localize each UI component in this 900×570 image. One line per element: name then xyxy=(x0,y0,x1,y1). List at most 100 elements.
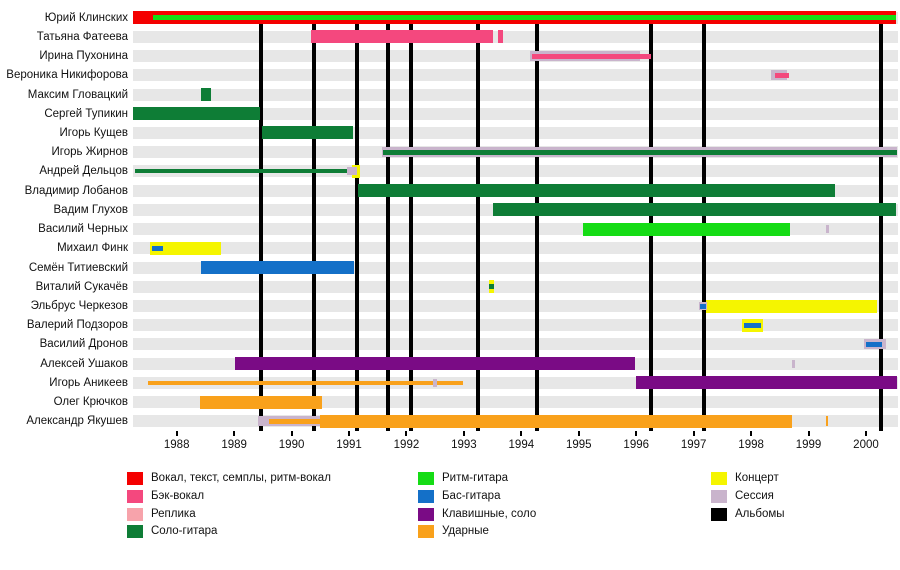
legend-label-vocal: Вокал, текст, семплы, ритм-вокал xyxy=(151,472,331,484)
row-stripe xyxy=(133,126,898,139)
axis-year-label: 1992 xyxy=(393,439,420,451)
row-stripe xyxy=(133,107,898,120)
member-row-label: Василий Дронов xyxy=(39,338,128,351)
axis-year-label: 1989 xyxy=(221,439,247,451)
legend-label-albums: Альбомы xyxy=(735,507,785,520)
axis-tick xyxy=(233,431,236,436)
timeline-segment-bass xyxy=(699,303,706,309)
album-line xyxy=(311,11,316,431)
row-stripe xyxy=(133,338,898,351)
member-row-label: Ирина Пухонина xyxy=(39,50,128,63)
legend-swatch-session xyxy=(711,489,727,503)
album-line xyxy=(476,11,481,431)
timeline-segment-rhythm_guitar xyxy=(153,15,896,21)
legend-swatch-rhythm_guitar xyxy=(418,472,434,485)
legend-label-backing: Бэк-вокал xyxy=(151,489,205,502)
timeline-segment-drums xyxy=(319,414,792,428)
member-row-label: Михаил Финк xyxy=(57,242,128,255)
timeline-segment-solo_guitar xyxy=(134,169,350,174)
timeline-segment-concert xyxy=(705,299,878,313)
member-row-label: Александр Якушев xyxy=(26,415,128,428)
legend-label-session: Сессия xyxy=(735,489,774,502)
axis-year-label: 1998 xyxy=(738,439,764,451)
member-row-label: Семён Титиевский xyxy=(28,261,128,274)
legend-label-rhythm_guitar: Ритм-гитара xyxy=(442,472,509,484)
legend-swatch-keys xyxy=(418,507,434,521)
album-line xyxy=(649,11,654,431)
member-row-label: Алексей Ушаков xyxy=(40,357,128,370)
row-stripe xyxy=(133,30,898,43)
axis-year-label: 2000 xyxy=(853,439,879,451)
axis-tick xyxy=(807,431,810,436)
timeline-segment-bass xyxy=(865,341,883,347)
legend-swatch-replica xyxy=(127,507,143,521)
album-line xyxy=(701,11,706,431)
axis-tick xyxy=(750,431,753,436)
legend-swatch-bass xyxy=(418,489,434,503)
legend-swatch-drums xyxy=(418,525,434,539)
album-line xyxy=(409,11,414,431)
member-row-label: Сергей Тупикин xyxy=(44,107,128,120)
axis-tick xyxy=(520,431,523,436)
axis-tick xyxy=(635,431,638,436)
timeline-segment-session xyxy=(791,359,796,368)
axis-year-label: 1995 xyxy=(565,439,592,451)
timeline-segment-drums xyxy=(825,416,829,427)
axis-tick xyxy=(577,431,580,436)
member-row-label: Вероника Никифорова xyxy=(6,69,128,82)
member-row-label: Андрей Дельцов xyxy=(39,165,128,178)
axis-year-label: 1991 xyxy=(336,439,362,451)
plot-area: Юрий Клинских Татьяна Фатеева Ирина Пухони… xyxy=(6,11,898,451)
album-line xyxy=(259,11,264,431)
member-row-label: Максим Гловацкий xyxy=(27,88,128,101)
legend-label-concert: Концерт xyxy=(735,472,779,484)
timeline-segment-session xyxy=(346,167,358,176)
member-row-label: Игорь Кущев xyxy=(59,126,128,139)
timeline-segment-session xyxy=(825,225,830,234)
timeline-segment-drums xyxy=(268,418,320,424)
legend-label-drums: Ударные xyxy=(442,525,489,538)
album-line xyxy=(355,11,360,431)
axis-tick xyxy=(405,431,408,436)
axis-year-label: 1996 xyxy=(623,439,650,451)
legend-swatch-concert xyxy=(711,472,727,485)
member-row-label: Игорь Жирнов xyxy=(51,146,128,159)
member-row-label: Татьяна Фатеева xyxy=(36,30,128,43)
timeline-segment-solo_guitar xyxy=(200,88,212,102)
member-row-label: Олег Крючков xyxy=(53,396,128,409)
row-stripe xyxy=(133,165,898,178)
timeline-segment-keys xyxy=(234,357,636,371)
timeline-segment-concert xyxy=(149,241,221,255)
album-line xyxy=(386,11,391,431)
timeline-segment-backing xyxy=(532,53,652,59)
member-row-label: Владимир Лобанов xyxy=(24,184,128,197)
member-row-label: Валерий Подзоров xyxy=(26,319,128,332)
member-row-label: Виталий Сукачёв xyxy=(35,280,128,293)
row-stripe xyxy=(133,319,898,332)
timeline-segment-session xyxy=(432,378,437,387)
timeline-segment-bass xyxy=(200,261,355,275)
row-stripe xyxy=(133,88,898,101)
timeline-segment-bass xyxy=(744,322,761,328)
timeline-segment-keys xyxy=(636,376,897,390)
timeline-segment-solo_guitar xyxy=(133,107,260,121)
timeline-segment-solo_guitar xyxy=(493,203,896,217)
axis-tick xyxy=(175,431,178,436)
row-stripe xyxy=(133,69,898,82)
timeline-segment-solo_guitar xyxy=(489,284,494,290)
row-stripe xyxy=(133,242,898,255)
timeline-segment-solo_guitar xyxy=(358,184,835,198)
row-stripe xyxy=(133,396,898,409)
member-row-label: Игорь Аникеев xyxy=(49,376,128,389)
row-stripe xyxy=(133,50,898,63)
timeline-segment-solo_guitar xyxy=(261,126,354,140)
legend-label-solo_guitar: Соло-гитара xyxy=(151,525,218,538)
legend-swatch-backing xyxy=(127,489,143,503)
axis-tick xyxy=(864,431,867,436)
legend: Вокал, текст, семплы, ритм-вокал Бэк-вока… xyxy=(0,465,900,570)
album-line xyxy=(534,11,539,431)
axis-tick xyxy=(290,431,293,436)
timeline-segment-drums xyxy=(200,395,323,409)
timeline-segment-rhythm_guitar xyxy=(582,222,791,236)
